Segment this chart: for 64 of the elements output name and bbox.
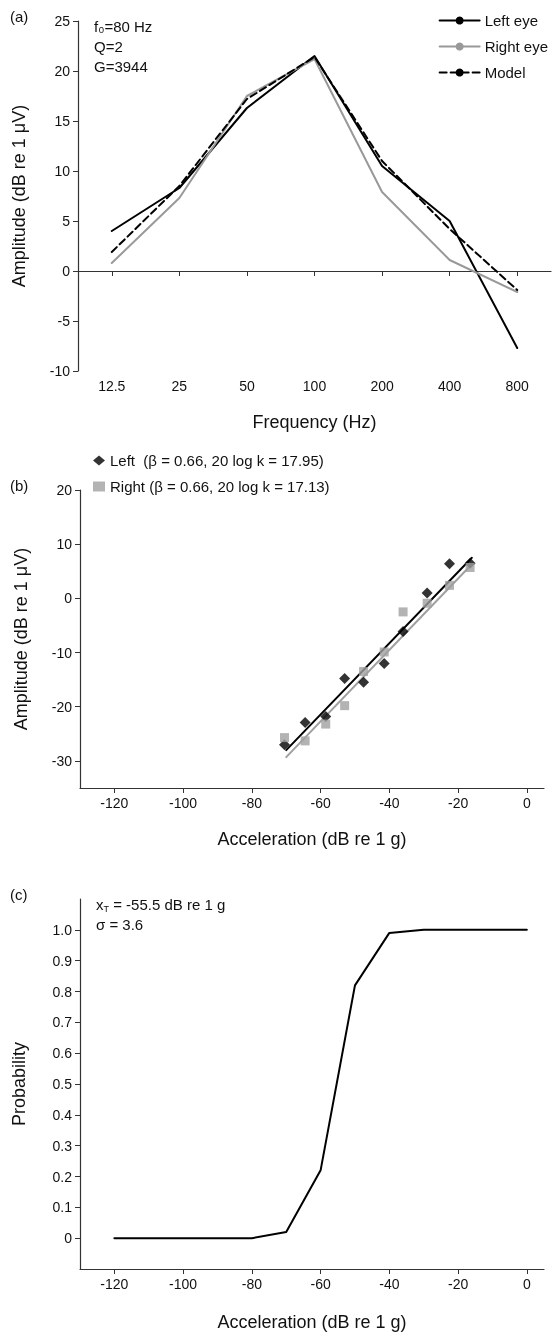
y-tick-label: -10: [49, 363, 71, 379]
annotation: G=3944: [94, 58, 148, 75]
y-tick-label: 0.7: [52, 1014, 73, 1031]
x-tick-label: -20: [447, 1276, 469, 1292]
x-tick-label: 200: [370, 378, 394, 394]
legend-label: Left (β = 0.66, 20 log k = 17.95): [110, 452, 324, 469]
y-tick-label: 20: [56, 482, 73, 498]
x-tick-label: -40: [379, 1276, 400, 1292]
x-tick-label: 25: [171, 378, 188, 394]
x-tick-label: 50: [239, 378, 255, 394]
text: (a): [10, 8, 29, 25]
x-tick-label: -20: [447, 795, 469, 811]
y-tick-label: 0: [62, 263, 71, 279]
legend-label: Left eye: [484, 12, 539, 29]
legend-label: Right (β = 0.66, 20 log k = 17.13): [110, 478, 330, 495]
x-tick-label: -60: [310, 795, 331, 811]
y-tick-label: -10: [51, 644, 73, 661]
y-tick-label: 5: [62, 213, 71, 229]
y-axis-title: Amplitude (dB re 1 μV): [9, 104, 29, 288]
x-tick-label: -100: [169, 1276, 198, 1292]
x-axis-title: Acceleration (dB re 1 g): [217, 829, 407, 849]
text: (c): [10, 886, 28, 903]
x-tick-label: -40: [379, 795, 400, 811]
y-tick-label: 0.4: [52, 1106, 73, 1123]
y-tick-label: 0: [64, 590, 73, 607]
annotation: Q=2: [94, 38, 123, 55]
y-tick-label: 10: [54, 163, 71, 179]
x-tick-label: 0: [522, 795, 531, 811]
y-axis-title: Probability: [9, 1041, 29, 1127]
x-tick-label: -100: [169, 795, 198, 811]
legend-label: Model: [484, 64, 526, 81]
y-tick-label: -5: [57, 313, 71, 329]
x-tick-label: -60: [310, 1276, 331, 1292]
y-tick-label: 0.3: [52, 1137, 73, 1154]
x-tick-label: -80: [241, 1276, 263, 1292]
y-tick-label: 0.1: [52, 1199, 73, 1216]
x-axis-title: Acceleration (dB re 1 g): [217, 1312, 407, 1332]
x-tick-label: 400: [437, 378, 462, 394]
annotation: f₀=80 Hz: [94, 18, 153, 35]
x-tick-label: -120: [100, 1276, 129, 1292]
y-tick-label: 0.9: [52, 952, 73, 969]
x-tick-label: 100: [302, 378, 327, 394]
y-tick-label: 1.0: [52, 921, 73, 938]
y-tick-label: 0.5: [52, 1076, 73, 1092]
y-tick-label: -20: [51, 698, 73, 715]
y-tick-label: 0: [64, 1230, 73, 1247]
x-tick-label: -80: [241, 795, 263, 811]
annotation: σ = 3.6: [96, 916, 144, 933]
x-tick-label: -120: [100, 795, 129, 811]
x-tick-label: 800: [505, 378, 530, 394]
y-tick-label: 25: [54, 13, 71, 29]
y-tick-label: 0.8: [52, 983, 73, 1000]
x-axis-title: Frequency (Hz): [252, 412, 377, 432]
y-tick-label: 20: [54, 63, 71, 79]
y-tick-label: 15: [54, 113, 71, 129]
y-tick-label: 0.6: [52, 1045, 73, 1062]
y-tick-label: -30: [51, 752, 73, 769]
y-tick-label: 0.2: [52, 1168, 73, 1185]
y-axis-title: Amplitude (dB re 1 μV): [11, 547, 31, 731]
x-tick-label: 12.5: [98, 378, 126, 394]
y-tick-label: 10: [56, 536, 73, 553]
legend-label: Right eye: [484, 38, 549, 55]
text: (b): [10, 477, 29, 494]
x-tick-label: 0: [522, 1276, 531, 1292]
